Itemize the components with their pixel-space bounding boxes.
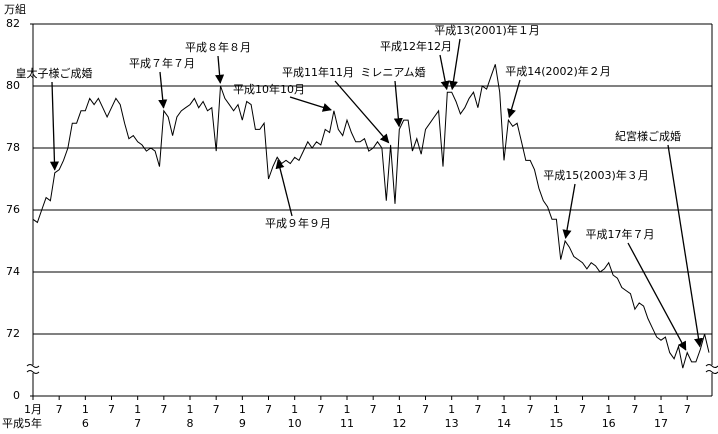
annotation: 平成15(2003)年３月 xyxy=(543,168,649,182)
x-tick-label: 1月 xyxy=(24,403,42,416)
x-tick-label: 7 xyxy=(631,403,638,416)
x-tick-label: 7 xyxy=(160,403,167,416)
y-tick-label: 76 xyxy=(6,203,20,216)
x-year-label: 11 xyxy=(340,417,354,430)
x-tick-label: 7 xyxy=(474,403,481,416)
x-tick-label: 1 xyxy=(396,403,403,416)
y-tick-label: 80 xyxy=(6,79,20,92)
x-tick-label: 1 xyxy=(291,403,298,416)
axis-break xyxy=(26,364,40,374)
x-tick-label: 7 xyxy=(370,403,377,416)
annotation-arrow xyxy=(158,71,168,109)
x-tick-label: 1 xyxy=(344,403,351,416)
annotation-arrow xyxy=(289,96,332,112)
x-year-label: 13 xyxy=(445,417,459,430)
annotation-arrow xyxy=(49,81,60,171)
data-line xyxy=(32,64,710,369)
annotation: 平成９年９月 xyxy=(265,216,331,230)
annotation-arrow xyxy=(507,79,521,119)
x-year-label: 16 xyxy=(602,417,616,430)
x-tick-label: 7 xyxy=(422,403,429,416)
x-tick-label: 7 xyxy=(527,403,534,416)
x-tick-label: 1 xyxy=(658,403,665,416)
y-tick-label: 0 xyxy=(13,389,20,402)
x-tick-label: 1 xyxy=(82,403,89,416)
x-tick-label: 7 xyxy=(579,403,586,416)
y-tick-label: 82 xyxy=(6,17,20,30)
annotation: 平成14(2002)年２月 xyxy=(505,64,611,78)
x-year-label: 15 xyxy=(549,417,563,430)
x-tick-label: 7 xyxy=(213,403,220,416)
x-year-label: 9 xyxy=(239,417,246,430)
x-year-label: 14 xyxy=(497,417,511,430)
y-tick-label: 72 xyxy=(6,327,20,340)
annotation-arrow xyxy=(334,80,390,144)
y-tick-label: 78 xyxy=(6,141,20,154)
annotation: 平成13(2001)年１月 xyxy=(434,23,540,37)
x-tick-label: 1 xyxy=(553,403,560,416)
x-year-label: 17 xyxy=(654,417,668,430)
annotation-arrow xyxy=(275,159,293,217)
annotation: 平成10年10月 xyxy=(233,82,305,96)
x-tick-label: 1 xyxy=(134,403,141,416)
annotation: 皇太子様ご成婚 xyxy=(16,66,93,80)
x-tick-label: 7 xyxy=(317,403,324,416)
annotation-arrow xyxy=(448,38,461,91)
x-year-label: 平成5年 xyxy=(2,416,42,430)
annotation: 平成７年７月 xyxy=(129,56,195,70)
x-tick-label: 1 xyxy=(448,403,455,416)
axis-break xyxy=(705,364,718,374)
x-year-label: 12 xyxy=(392,417,406,430)
y-unit: 万組 xyxy=(4,3,26,16)
annotation: ミレニアム婚 xyxy=(360,65,425,79)
x-tick-label: 7 xyxy=(265,403,272,416)
x-year-label: 10 xyxy=(288,417,302,430)
x-year-label: 6 xyxy=(82,417,89,430)
annotation: 平成11年11月 xyxy=(282,65,354,79)
annotation: 平成17年７月 xyxy=(586,227,655,241)
annotation-arrow xyxy=(562,183,576,239)
axis-break xyxy=(27,365,39,373)
axis-break xyxy=(706,365,718,373)
annotation-arrow xyxy=(393,80,403,128)
annotation-arrow xyxy=(439,54,450,91)
x-tick-label: 1 xyxy=(239,403,246,416)
annotation-arrow xyxy=(627,242,687,351)
y-tick-label: 74 xyxy=(6,265,20,278)
annotation-arrow xyxy=(215,55,225,84)
x-tick-label: 7 xyxy=(108,403,115,416)
x-tick-label: 1 xyxy=(605,403,612,416)
annotation: 平成12年12月 xyxy=(380,39,452,53)
x-year-label: 8 xyxy=(187,417,194,430)
annotation: 紀宮様ご成婚 xyxy=(615,129,681,143)
x-tick-label: 7 xyxy=(684,403,691,416)
x-year-label: 7 xyxy=(134,417,141,430)
x-tick-label: 1 xyxy=(187,403,194,416)
annotation-arrow xyxy=(667,144,704,348)
x-tick-label: 7 xyxy=(56,403,63,416)
x-tick-label: 1 xyxy=(501,403,508,416)
annotation: 平成８年８月 xyxy=(185,40,251,54)
